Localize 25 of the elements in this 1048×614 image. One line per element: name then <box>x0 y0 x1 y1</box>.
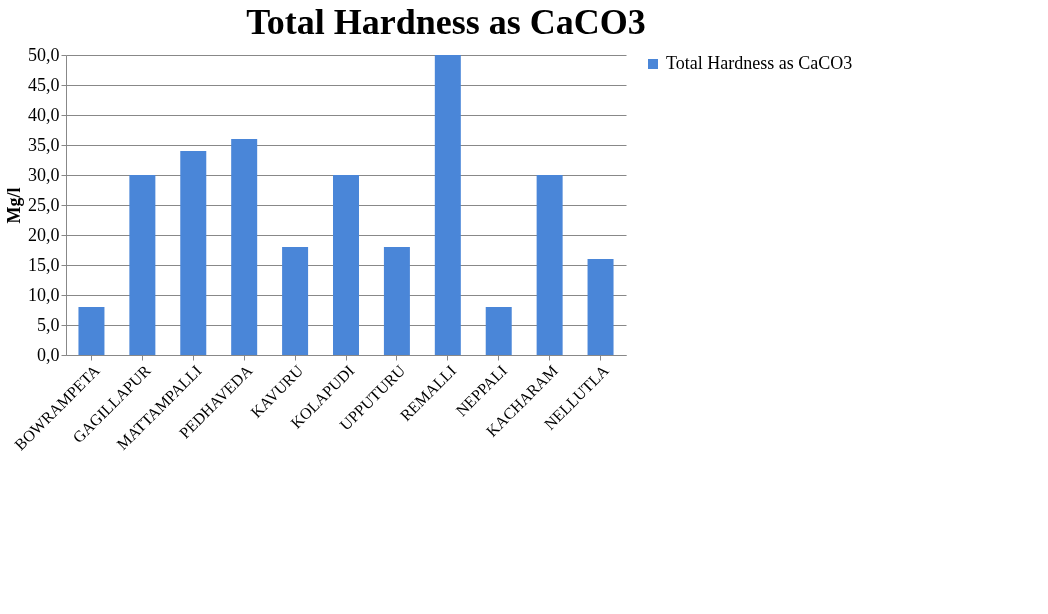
legend-label: Total Hardness as CaCO3 <box>666 53 853 73</box>
bar <box>333 175 359 355</box>
y-tick-label: 30,0 <box>28 164 60 185</box>
bar <box>383 247 410 355</box>
y-tick-label: 50,0 <box>28 44 60 65</box>
y-tick-label: 40,0 <box>28 104 60 125</box>
y-tick-label: 35,0 <box>28 134 60 155</box>
bar <box>180 151 207 355</box>
bar <box>231 139 258 355</box>
chart-title: Total Hardness as CaCO3 <box>246 2 646 42</box>
bar <box>282 247 309 355</box>
bar <box>129 175 156 355</box>
y-tick-label: 5,0 <box>37 314 60 335</box>
bar <box>536 175 563 355</box>
y-tick-label: 25,0 <box>28 194 60 215</box>
y-tick-label: 15,0 <box>28 254 60 275</box>
bar <box>78 307 105 355</box>
y-tick-label: 45,0 <box>28 74 60 95</box>
y-tick-label: 0,0 <box>37 344 60 365</box>
y-axis-title: Mg/l <box>4 187 24 224</box>
y-tick-label: 20,0 <box>28 224 60 245</box>
bar <box>434 55 461 355</box>
y-tick-label: 10,0 <box>28 284 60 305</box>
bar <box>587 259 614 355</box>
bar <box>485 307 512 355</box>
